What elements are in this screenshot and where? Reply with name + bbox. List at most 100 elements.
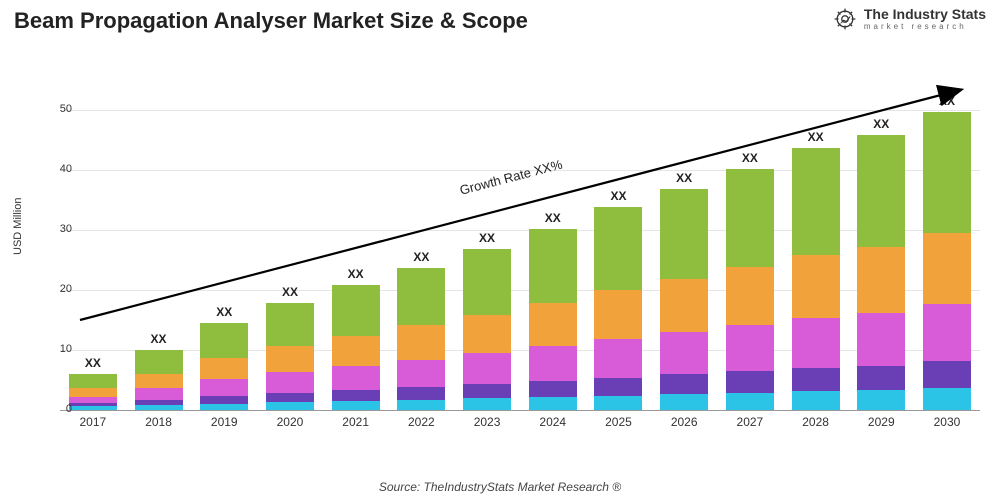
x-tick-label: 2020: [262, 415, 317, 429]
page: Beam Propagation Analyser Market Size & …: [0, 0, 1000, 500]
bar-segment: [792, 148, 840, 255]
bar-column: XX: [788, 148, 843, 410]
bar-segment: [857, 247, 905, 313]
bar-segment: [857, 390, 905, 410]
bar-column: XX: [328, 285, 383, 410]
bar-value-label: XX: [591, 189, 646, 203]
bar-segment: [923, 304, 971, 361]
x-tick-label: 2028: [788, 415, 843, 429]
bar-column: XX: [854, 135, 909, 410]
bar-segment: [69, 406, 117, 410]
bar-segment: [266, 346, 314, 372]
x-tick-label: 2018: [131, 415, 186, 429]
y-tick: 0: [32, 403, 72, 415]
bar-segment: [792, 368, 840, 391]
bar-value-label: XX: [722, 151, 777, 165]
bar-value-label: XX: [328, 267, 383, 281]
bar-segment: [660, 189, 708, 279]
bar-segment: [397, 387, 445, 400]
bar-value-label: XX: [657, 171, 712, 185]
bar-segment: [792, 318, 840, 368]
bar-segment: [266, 303, 314, 347]
x-tick-label: 2021: [328, 415, 383, 429]
bar-segment: [923, 112, 971, 233]
y-tick: 20: [32, 283, 72, 295]
bar-segment: [529, 346, 577, 381]
bar-segment: [923, 361, 971, 388]
bar-segment: [529, 397, 577, 410]
bar-value-label: XX: [197, 305, 252, 319]
bar-stack: [266, 303, 314, 410]
y-tick: 50: [32, 103, 72, 115]
bar-column: XX: [65, 374, 120, 410]
bar-segment: [594, 378, 642, 396]
bar-segment: [923, 388, 971, 410]
bar-segment: [726, 267, 774, 325]
x-tick-label: 2019: [197, 415, 252, 429]
bar-column: XX: [919, 112, 974, 410]
bar-stack: [200, 323, 248, 410]
bar-stack: [397, 268, 445, 410]
baseline: [60, 410, 980, 411]
bar-stack: [857, 135, 905, 410]
y-axis-label: USD Million: [12, 198, 24, 255]
x-tick-label: 2027: [722, 415, 777, 429]
bar-value-label: XX: [854, 117, 909, 131]
bar-segment: [397, 400, 445, 410]
bar-value-label: XX: [131, 332, 186, 346]
bar-segment: [200, 323, 248, 358]
bar-segment: [463, 398, 511, 410]
bar-value-label: XX: [460, 231, 515, 245]
bar-stack: [594, 207, 642, 410]
bar-segment: [792, 391, 840, 410]
bar-segment: [660, 394, 708, 410]
logo-line2: market research: [864, 23, 986, 31]
bar-stack: [529, 229, 577, 410]
bar-segment: [594, 290, 642, 339]
x-tick-label: 2024: [525, 415, 580, 429]
bar-stack: [135, 350, 183, 410]
bar-column: XX: [262, 303, 317, 410]
bar-segment: [266, 393, 314, 403]
bar-segment: [135, 388, 183, 399]
bar-segment: [463, 249, 511, 314]
bar-segment: [726, 169, 774, 267]
bar-column: XX: [722, 169, 777, 410]
bar-segment: [200, 358, 248, 379]
bar-segment: [594, 396, 642, 410]
bar-segment: [529, 229, 577, 303]
bar-segment: [660, 374, 708, 394]
bar-segment: [200, 404, 248, 410]
bar-column: XX: [131, 350, 186, 410]
bar-column: XX: [197, 323, 252, 410]
bar-segment: [332, 336, 380, 366]
bar-segment: [135, 405, 183, 410]
x-tick-label: 2017: [65, 415, 120, 429]
bar-segment: [857, 135, 905, 247]
bar-segment: [529, 381, 577, 397]
bar-segment: [135, 350, 183, 374]
logo-line1: The Industry Stats: [864, 7, 986, 21]
source-footer: Source: TheIndustryStats Market Research…: [0, 480, 1000, 494]
x-tick-label: 2030: [919, 415, 974, 429]
x-tick-label: 2022: [394, 415, 449, 429]
bar-stack: [792, 148, 840, 410]
bar-segment: [69, 374, 117, 388]
bar-segment: [660, 279, 708, 332]
bar-segment: [726, 393, 774, 410]
bar-segment: [463, 384, 511, 398]
bar-segment: [923, 233, 971, 304]
logo-text: The Industry Stats market research: [864, 7, 986, 31]
bar-segment: [332, 390, 380, 401]
bar-segment: [529, 303, 577, 346]
bars-container: XXXXXXXXXXXXXXXXXXXXXXXXXXXX: [60, 80, 980, 410]
bar-segment: [266, 372, 314, 392]
bar-segment: [857, 313, 905, 366]
bar-column: XX: [591, 207, 646, 410]
bar-segment: [200, 379, 248, 396]
x-tick-label: 2026: [657, 415, 712, 429]
bar-segment: [332, 285, 380, 336]
bar-stack: [726, 169, 774, 410]
bar-segment: [69, 397, 117, 404]
bar-value-label: XX: [919, 94, 974, 108]
